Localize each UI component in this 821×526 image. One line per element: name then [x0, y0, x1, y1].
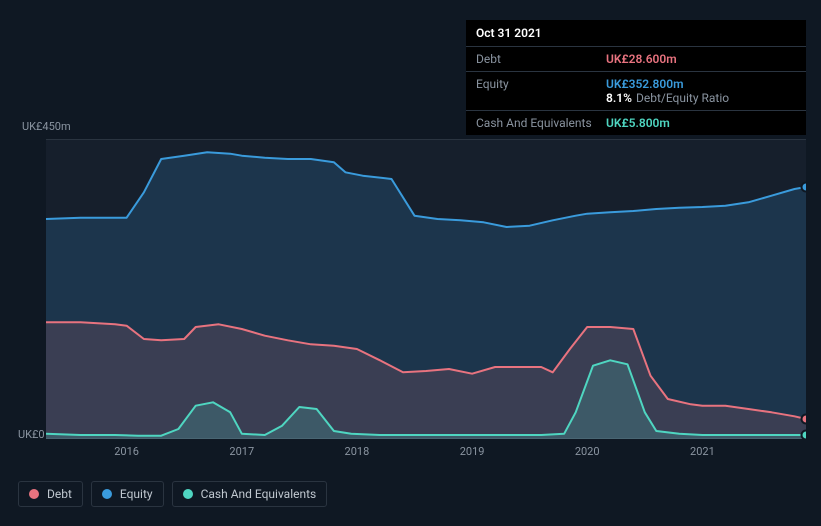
legend-swatch [183, 489, 193, 499]
tooltip-row-label: Cash And Equivalents [476, 116, 606, 130]
legend-item[interactable]: Equity [91, 481, 164, 507]
tooltip-row-value: UK£28.600m [606, 52, 677, 66]
chart-container: UK£450m UK£0 201620172018201920202021 De… [18, 120, 806, 507]
series-svg [46, 139, 806, 439]
legend: Debt Equity Cash And Equivalents [18, 481, 806, 507]
legend-swatch [29, 489, 39, 499]
legend-label: Equity [120, 487, 153, 501]
series-end-dot [802, 183, 807, 192]
legend-label: Debt [47, 487, 72, 501]
x-tick-label: 2018 [345, 445, 370, 458]
legend-item[interactable]: Cash And Equivalents [172, 481, 328, 507]
x-tick-label: 2020 [575, 445, 600, 458]
x-tick-label: 2019 [460, 445, 485, 458]
y-axis-label-bottom: UK£0 [18, 428, 45, 441]
tooltip-row-value-wrap: UK£352.800m8.1%Debt/Equity Ratio [606, 77, 729, 105]
x-tick-label: 2016 [114, 445, 139, 458]
x-tick-label: 2017 [229, 445, 254, 458]
plot-area: UK£0 [18, 139, 806, 439]
tooltip-row: DebtUK£28.600m [466, 47, 806, 72]
legend-swatch [102, 489, 112, 499]
tooltip-row-value-wrap: UK£5.800m [606, 116, 670, 130]
x-tick-label: 2021 [690, 445, 715, 458]
chart-tooltip: Oct 31 2021 DebtUK£28.600mEquityUK£352.8… [466, 20, 806, 135]
legend-label: Cash And Equivalents [201, 487, 317, 501]
tooltip-row: EquityUK£352.800m8.1%Debt/Equity Ratio [466, 72, 806, 111]
tooltip-date: Oct 31 2021 [466, 20, 806, 47]
tooltip-row-label: Debt [476, 52, 606, 66]
x-axis: 2016 2017 2018 2019 2020 2021 [46, 445, 806, 465]
tooltip-row-value-wrap: UK£28.600m [606, 52, 677, 66]
series-end-dot [802, 415, 807, 424]
series-end-dot [802, 431, 807, 440]
tooltip-row-value: UK£352.800m [606, 77, 729, 91]
tooltip-row: Cash And EquivalentsUK£5.800m [466, 111, 806, 135]
tooltip-row-label: Equity [476, 77, 606, 105]
tooltip-row-sub: 8.1%Debt/Equity Ratio [606, 91, 729, 105]
legend-item[interactable]: Debt [18, 481, 83, 507]
tooltip-row-value: UK£5.800m [606, 116, 670, 130]
